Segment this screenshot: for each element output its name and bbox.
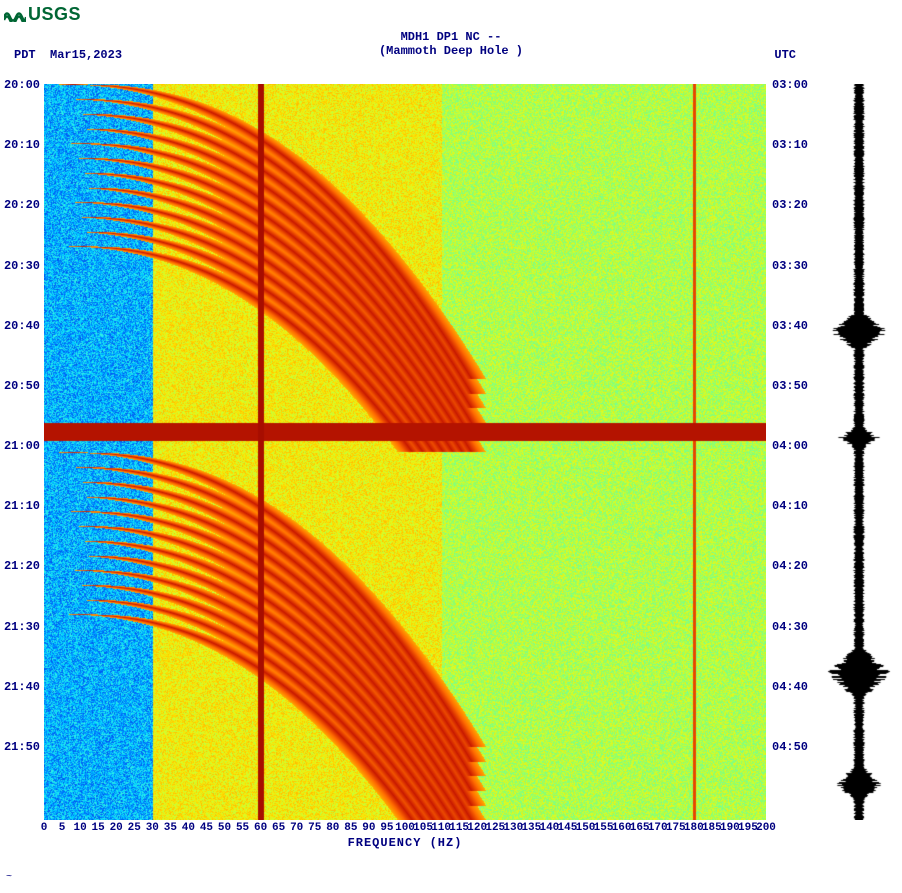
header-date: Mar15,2023 — [50, 48, 122, 62]
x-tick: 100 — [395, 822, 415, 834]
y-right-tick: 03:20 — [772, 198, 808, 212]
x-tick: 110 — [431, 822, 451, 834]
x-tick: 175 — [666, 822, 686, 834]
x-tick: 95 — [380, 822, 393, 834]
x-tick: 50 — [218, 822, 231, 834]
y-right-tick: 04:50 — [772, 740, 808, 754]
y-left-tick: 21:40 — [4, 680, 40, 694]
x-tick: 155 — [594, 822, 614, 834]
y-left-tick: 20:50 — [4, 379, 40, 393]
x-tick: 125 — [485, 822, 505, 834]
y-right-tick: 03:00 — [772, 78, 808, 92]
y-left-tick: 20:00 — [4, 78, 40, 92]
x-tick: 35 — [164, 822, 177, 834]
y-left-tick: 21:50 — [4, 740, 40, 754]
x-tick: 5 — [59, 822, 66, 834]
y-left-tick: 21:20 — [4, 559, 40, 573]
x-tick: 55 — [236, 822, 249, 834]
x-tick: 195 — [738, 822, 758, 834]
usgs-logo: USGS — [4, 4, 81, 25]
y-left-tick: 21:00 — [4, 439, 40, 453]
y-right-tick: 03:50 — [772, 379, 808, 393]
footer-mark: ~ — [6, 872, 12, 883]
x-tick: 120 — [467, 822, 487, 834]
title-line-1: MDH1 DP1 NC -- — [0, 30, 902, 44]
logo-text: USGS — [28, 4, 81, 25]
y-left-tick: 20:10 — [4, 138, 40, 152]
x-tick: 115 — [449, 822, 469, 834]
y-right-tick: 04:30 — [772, 620, 808, 634]
x-tick: 25 — [128, 822, 141, 834]
y-right-tick: 04:00 — [772, 439, 808, 453]
spectrogram-plot — [44, 84, 766, 820]
spectrogram-canvas — [44, 84, 766, 820]
x-tick: 45 — [200, 822, 213, 834]
x-tick: 190 — [720, 822, 740, 834]
x-tick: 90 — [362, 822, 375, 834]
waveform-plot — [824, 84, 894, 820]
x-axis-title: FREQUENCY (HZ) — [44, 836, 766, 850]
header-right: UTC — [774, 48, 796, 62]
x-tick: 75 — [308, 822, 321, 834]
x-tick: 0 — [41, 822, 48, 834]
x-tick: 145 — [558, 822, 578, 834]
right-tz: UTC — [774, 48, 796, 62]
x-tick: 70 — [290, 822, 303, 834]
y-right-tick: 03:10 — [772, 138, 808, 152]
x-tick: 170 — [648, 822, 668, 834]
x-tick: 130 — [503, 822, 523, 834]
x-tick: 40 — [182, 822, 195, 834]
y-left-tick: 21:30 — [4, 620, 40, 634]
left-tz: PDT — [14, 48, 36, 62]
x-tick: 85 — [344, 822, 357, 834]
waveform-canvas — [824, 84, 894, 820]
x-tick: 150 — [576, 822, 596, 834]
x-tick: 80 — [326, 822, 339, 834]
y-right-tick: 03:30 — [772, 259, 808, 273]
x-tick: 65 — [272, 822, 285, 834]
x-axis: 0510152025303540455055606570758085909510… — [44, 822, 766, 836]
x-tick: 160 — [612, 822, 632, 834]
x-tick: 180 — [684, 822, 704, 834]
x-tick: 10 — [73, 822, 86, 834]
wave-icon — [4, 8, 26, 22]
y-right-tick: 04:20 — [772, 559, 808, 573]
y-left-tick: 21:10 — [4, 499, 40, 513]
x-tick: 20 — [110, 822, 123, 834]
y-right-tick: 04:10 — [772, 499, 808, 513]
x-tick: 15 — [92, 822, 105, 834]
x-tick: 30 — [146, 822, 159, 834]
x-tick: 60 — [254, 822, 267, 834]
x-tick: 185 — [702, 822, 722, 834]
y-right-tick: 03:40 — [772, 319, 808, 333]
x-tick: 105 — [413, 822, 433, 834]
y-axis-left: 20:0020:1020:2020:3020:4020:5021:0021:10… — [0, 84, 42, 820]
y-left-tick: 20:40 — [4, 319, 40, 333]
x-tick: 140 — [539, 822, 559, 834]
y-right-tick: 04:40 — [772, 680, 808, 694]
header-left: PDT Mar15,2023 — [14, 48, 122, 62]
x-tick: 200 — [756, 822, 776, 834]
y-axis-right: 03:0003:1003:2003:3003:4003:5004:0004:10… — [770, 84, 812, 820]
y-left-tick: 20:30 — [4, 259, 40, 273]
y-left-tick: 20:20 — [4, 198, 40, 212]
x-tick: 135 — [521, 822, 541, 834]
title-line-2: (Mammoth Deep Hole ) — [0, 44, 902, 58]
x-tick: 165 — [630, 822, 650, 834]
chart-title: MDH1 DP1 NC -- (Mammoth Deep Hole ) — [0, 30, 902, 58]
